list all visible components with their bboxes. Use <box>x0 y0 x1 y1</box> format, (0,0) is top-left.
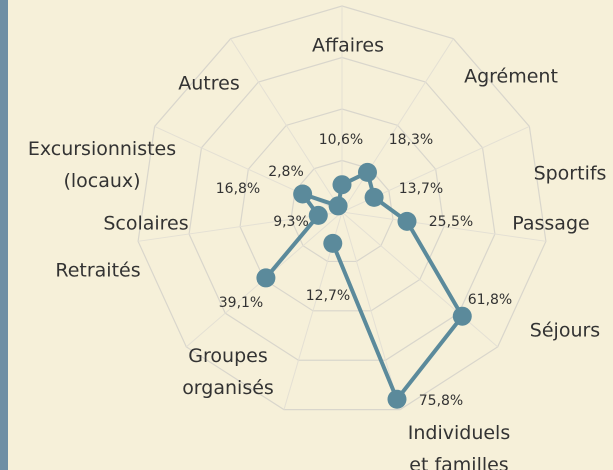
value-label: 61,8% <box>468 292 512 308</box>
data-point <box>308 205 328 225</box>
data-point <box>364 187 384 207</box>
category-label: Excursionnistes (locaux) <box>28 138 176 192</box>
value-label: 25,5% <box>429 214 473 230</box>
value-label: 16,8% <box>216 181 260 197</box>
category-label: Affaires <box>312 35 384 57</box>
data-point <box>397 211 417 231</box>
spoke <box>341 211 401 410</box>
value-label: 12,7% <box>306 288 350 304</box>
data-point <box>323 233 343 253</box>
category-label: Autres <box>178 73 239 95</box>
spoke <box>341 38 454 213</box>
data-point <box>293 184 313 204</box>
value-label: 18,3% <box>389 132 433 148</box>
value-label: 10,6% <box>319 132 363 148</box>
value-label: 39,1% <box>219 295 263 311</box>
data-point <box>387 389 407 409</box>
category-label: Groupes organisés <box>182 345 274 399</box>
value-label: 9,3% <box>273 214 309 230</box>
category-label: Séjours <box>530 320 600 342</box>
category-label: Agrément <box>464 66 558 88</box>
data-point <box>328 196 348 216</box>
value-label: 75,8% <box>419 393 463 409</box>
data-point <box>332 175 352 195</box>
data-point <box>357 162 377 182</box>
category-label: Retraités <box>55 260 140 282</box>
spoke <box>230 38 343 213</box>
spoke <box>341 211 499 348</box>
grid-ring <box>188 56 496 361</box>
spoke <box>341 211 546 242</box>
category-label: Scolaires <box>103 213 188 235</box>
data-point <box>452 306 472 326</box>
side-bar <box>0 0 8 470</box>
value-label: 2,8% <box>268 164 304 180</box>
category-label: Passage <box>512 213 589 235</box>
value-label: 13,7% <box>399 181 443 197</box>
category-label: Individuels et familles <box>408 422 510 470</box>
category-label: Sportifs <box>534 163 607 185</box>
grid-ring <box>137 5 547 411</box>
spoke <box>138 211 343 242</box>
data-point <box>256 268 276 288</box>
grid-ring <box>239 108 445 312</box>
